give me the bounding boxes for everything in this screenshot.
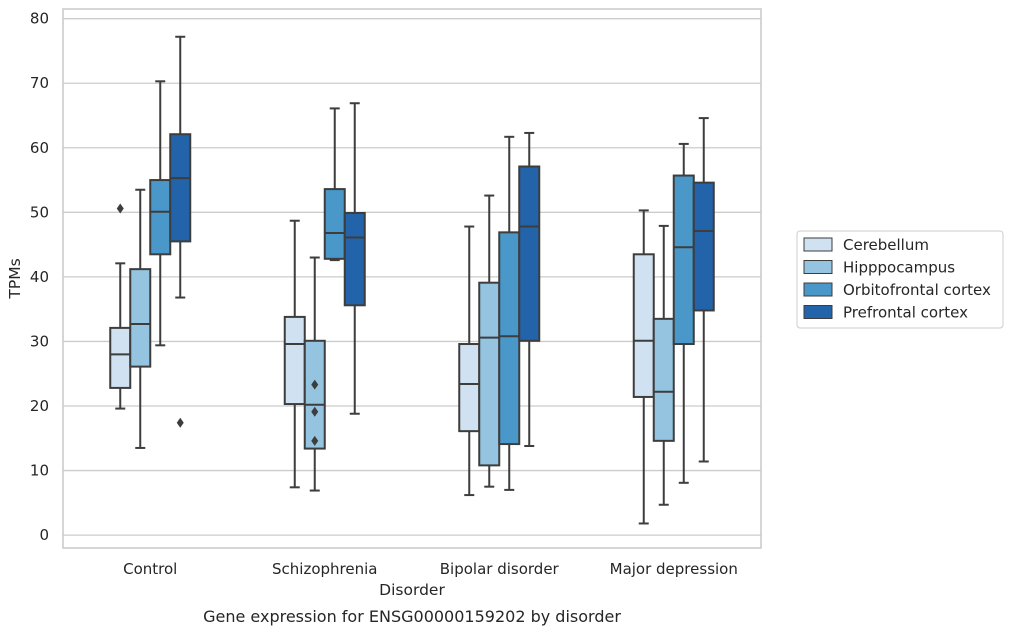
legend-label: Prefrontal cortex — [843, 304, 968, 322]
box-prefrontal-cortex — [518, 131, 541, 448]
box-orbitofrontal-cortex — [498, 135, 521, 491]
outlier-point — [311, 379, 319, 390]
outlier-point — [176, 417, 184, 428]
y-tick-label: 30 — [30, 332, 49, 350]
box-iqr — [303, 339, 326, 450]
box-iqr — [129, 268, 152, 368]
x-tick-label: Schizophrenia — [272, 560, 377, 578]
legend-swatch — [803, 260, 833, 274]
box-iqr — [498, 231, 521, 446]
box-iqr — [169, 133, 192, 243]
legend-swatch — [803, 305, 833, 319]
box-iqr — [632, 253, 655, 398]
box-iqr — [323, 188, 346, 260]
legend: Cerebellum Hipppocampus Orbitofrontal cort… — [796, 230, 1004, 329]
box-iqr — [109, 326, 132, 389]
box-hipppocampus — [478, 194, 501, 488]
x-tick-label: Bipolar disorder — [440, 560, 560, 578]
box-iqr — [343, 211, 366, 307]
box-hipppocampus — [129, 188, 152, 449]
box-groups — [109, 35, 715, 525]
legend-label: Cerebellum — [843, 236, 929, 254]
box-iqr — [458, 343, 481, 433]
box-cerebellum — [283, 219, 306, 489]
y-tick-label: 10 — [30, 462, 49, 480]
box-orbitofrontal-cortex — [323, 107, 346, 262]
x-tick-label: Major depression — [610, 560, 738, 578]
y-axis-ticks: 0 10 20 30 40 50 60 70 80 — [30, 10, 49, 544]
plot-frame — [62, 8, 762, 549]
legend-label: Hipppocampus — [843, 259, 955, 277]
legend-frame — [796, 230, 1004, 329]
box-hipppocampus — [652, 224, 675, 506]
box-prefrontal-cortex — [169, 35, 192, 428]
box-cerebellum — [632, 209, 655, 525]
box-orbitofrontal-cortex — [149, 80, 172, 347]
box-iqr — [692, 181, 715, 312]
outlier-point — [311, 406, 319, 417]
x-tick-label: Control — [123, 560, 177, 578]
x-axis-label: Disorder — [379, 581, 445, 599]
y-tick-label: 80 — [30, 10, 49, 28]
chart-caption: Gene expression for ENSG00000159202 by d… — [203, 607, 621, 626]
box-prefrontal-cortex — [343, 102, 366, 415]
y-tick-label: 50 — [30, 203, 49, 221]
y-axis-label: TPMs — [6, 258, 24, 299]
legend-label: Orbitofrontal cortex — [843, 281, 991, 299]
box-iqr — [283, 315, 306, 406]
box-iqr — [672, 174, 695, 346]
box-iqr — [518, 165, 541, 342]
outlier-point — [116, 203, 124, 214]
y-tick-label: 0 — [39, 526, 49, 544]
y-tick-label: 20 — [30, 397, 49, 415]
box-cerebellum — [458, 225, 481, 497]
legend-swatch — [803, 237, 833, 252]
y-tick-label: 70 — [30, 74, 49, 92]
box-orbitofrontal-cortex — [672, 142, 695, 484]
box-hipppocampus — [303, 256, 326, 492]
box-iqr — [652, 317, 675, 442]
box-prefrontal-cortex — [692, 117, 715, 463]
y-tick-label: 40 — [30, 268, 49, 286]
outlier-point — [311, 435, 319, 446]
box-iqr — [478, 281, 501, 467]
box-iqr — [149, 179, 172, 256]
y-tick-label: 60 — [30, 139, 49, 157]
box-cerebellum — [109, 203, 132, 410]
legend-swatch — [803, 282, 833, 297]
gridlines — [63, 18, 761, 536]
x-axis-ticks: Control Schizophrenia Bipolar disorder Majo… — [123, 560, 738, 578]
